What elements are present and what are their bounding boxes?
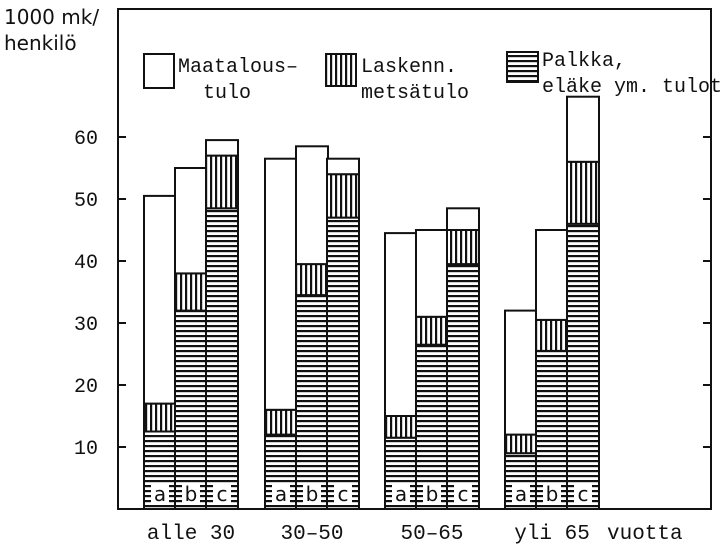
bar-seg-horizontal-g2-c <box>326 216 360 510</box>
bar-letter-bg <box>543 483 561 505</box>
y-axis-title-line1: 1000 mk/ <box>4 5 99 29</box>
legend-label-maatalous-line2: tulo <box>203 82 251 105</box>
bar-letter-c: c <box>338 482 349 506</box>
bar-seg-vertical-g2-a <box>264 408 298 436</box>
bar-letter-a: a <box>154 482 166 506</box>
y-tick-label-10: 10 <box>74 438 98 461</box>
y-axis-ticks: 10 20 30 40 50 60 <box>74 128 711 461</box>
bar-seg-horizontal-g4-c <box>566 222 600 511</box>
bar-seg-vertical-g4-c <box>566 160 600 225</box>
bar-seg-blank-g4-b <box>535 229 569 321</box>
group-label-4: yli 65 <box>514 523 590 546</box>
bar-letter-bg <box>151 483 169 505</box>
legend-label-metsatulo-line1: Laskenn. <box>361 56 457 79</box>
bar-seg-horizontal-g4-b <box>535 349 569 510</box>
legend-label-palkka-line1: Palkka, <box>542 50 626 73</box>
bar-letter-bg <box>334 483 352 505</box>
bar-seg-vertical-g4-a <box>504 433 538 455</box>
bar-seg-vertical-g1-b <box>174 272 208 312</box>
x-axis-unit-label: vuotta <box>607 523 683 546</box>
bar-seg-vertical-g3-c <box>446 229 480 266</box>
bar-letter-b: b <box>185 482 198 506</box>
y-tick-label-40: 40 <box>74 252 98 275</box>
bar-seg-horizontal-g3-c <box>446 263 480 510</box>
bar-letter-b: b <box>546 482 559 506</box>
bar-seg-blank-g1-b <box>174 167 208 275</box>
bar-seg-vertical-g2-c <box>326 173 360 219</box>
bar-seg-blank-g3-c <box>446 207 480 232</box>
y-axis-title-line2: henkilö <box>4 31 77 55</box>
bar-letter-bg <box>213 483 231 505</box>
bar-seg-blank-g3-b <box>415 229 449 318</box>
legend: Maatalous– tulo Laskenn. metsätulo Palkk… <box>143 50 722 105</box>
bar-letter-a: a <box>395 482 407 506</box>
bar-letter-a: a <box>515 482 527 506</box>
group-label-3: 50–65 <box>400 523 463 546</box>
bar-letter-b: b <box>306 482 319 506</box>
bar-letter-bg <box>303 483 321 505</box>
bar-letter-bg <box>272 483 290 505</box>
bar-seg-horizontal-g1-c <box>205 207 239 511</box>
legend-swatch-palkka <box>506 51 539 83</box>
bar-seg-blank-g2-b <box>295 145 329 266</box>
bar-seg-vertical-g1-c <box>205 154 239 210</box>
y-tick-label-30: 30 <box>74 314 98 337</box>
bar-letter-bg <box>512 483 530 505</box>
bar-seg-horizontal-g3-b <box>415 343 449 511</box>
bar-letter-bg <box>182 483 200 505</box>
legend-label-palkka-line2: eläke ym. tulot <box>542 76 722 99</box>
y-tick-label-50: 50 <box>74 190 98 213</box>
bar-seg-horizontal-g1-b <box>174 309 208 510</box>
bar-seg-vertical-g4-b <box>535 318 569 352</box>
legend-label-metsatulo-line2: metsätulo <box>361 82 469 105</box>
bar-seg-vertical-g3-a <box>384 415 418 439</box>
legend-swatch-maatalous <box>143 53 175 89</box>
bar-seg-horizontal-g2-b <box>295 294 329 510</box>
bar-letter-a: a <box>275 482 287 506</box>
bar-seg-blank-g1-a <box>143 194 177 405</box>
bar-letter-bg <box>423 483 441 505</box>
legend-item-maatalous: Maatalous– tulo <box>143 53 298 105</box>
bar-seg-blank-g2-c <box>326 157 360 176</box>
bar-letter-bg <box>392 483 410 505</box>
legend-item-palkka: Palkka, eläke ym. tulot <box>506 50 722 99</box>
bars <box>143 95 600 511</box>
legend-swatch-metsatulo <box>325 53 357 87</box>
bar-seg-blank-g4-c <box>566 95 600 163</box>
legend-label-maatalous-line1: Maatalous– <box>178 56 298 79</box>
bar-seg-vertical-g1-a <box>143 402 177 433</box>
legend-item-metsatulo: Laskenn. metsätulo <box>325 53 469 105</box>
bar-seg-vertical-g2-b <box>295 263 329 297</box>
group-label-1: alle 30 <box>147 523 235 546</box>
bar-seg-blank-g1-c <box>205 139 239 157</box>
bar-letter-bg <box>574 483 592 505</box>
bar-seg-vertical-g3-b <box>415 315 449 346</box>
bar-letter-c: c <box>458 482 469 506</box>
bar-letter-bg <box>454 483 472 505</box>
bar-letter-c: c <box>217 482 228 506</box>
y-tick-label-20: 20 <box>74 376 98 399</box>
y-tick-label-60: 60 <box>74 128 98 151</box>
bar-seg-blank-g4-a <box>504 309 538 436</box>
bar-letter-c: c <box>578 482 589 506</box>
group-label-2: 30–50 <box>280 523 343 546</box>
bar-seg-blank-g3-a <box>384 232 418 417</box>
bar-letter-b: b <box>426 482 439 506</box>
bar-seg-blank-g2-a <box>264 157 298 411</box>
group-labels: alle 30 30–50 50–65 yli 65 <box>147 523 590 546</box>
